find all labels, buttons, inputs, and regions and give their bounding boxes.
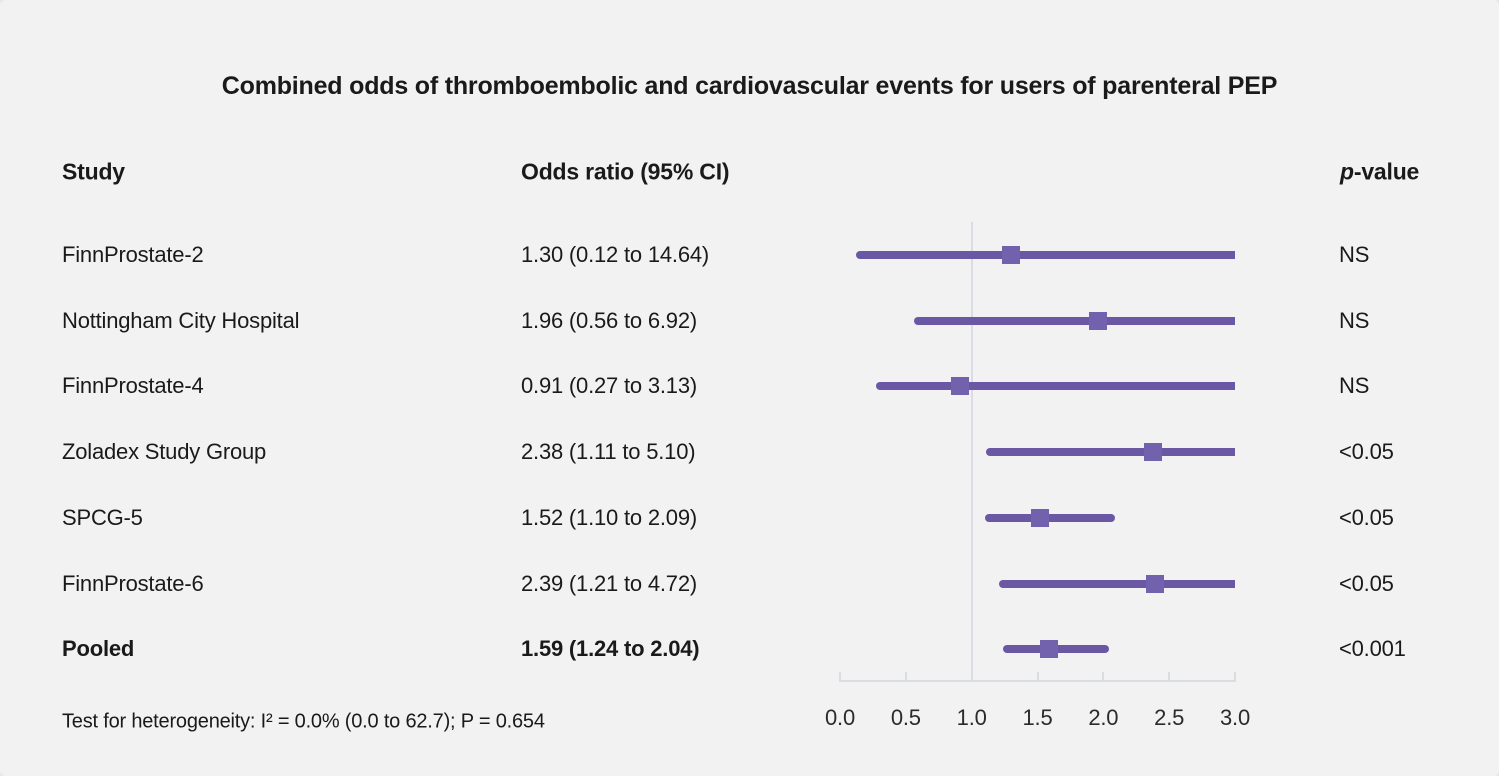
study-label: SPCG-5 bbox=[62, 504, 143, 530]
odds-ratio-label: 1.59 (1.24 to 2.04) bbox=[521, 636, 700, 662]
ci-line bbox=[986, 448, 1235, 457]
column-header-p-value: p-value bbox=[1340, 159, 1419, 186]
odds-ratio-label: 2.38 (1.11 to 5.10) bbox=[521, 439, 696, 465]
odds-ratio-label: 0.91 (0.27 to 3.13) bbox=[521, 373, 697, 399]
p-value-label: NS bbox=[1339, 307, 1370, 333]
reference-line bbox=[970, 222, 973, 680]
x-axis-tick-label: 1.0 bbox=[956, 705, 987, 730]
column-header-odds-ratio: Odds ratio (95% CI) bbox=[521, 158, 730, 185]
ci-line bbox=[855, 251, 1235, 259]
odds-ratio-label: 1.30 (0.12 to 14.64) bbox=[521, 242, 710, 267]
p-value-label: <0.05 bbox=[1339, 439, 1394, 465]
ci-line bbox=[875, 382, 1235, 391]
study-label: FinnProstate-2 bbox=[62, 242, 204, 267]
study-label: FinnProstate-4 bbox=[62, 373, 204, 399]
ci-line bbox=[999, 579, 1235, 588]
odds-ratio-label: 1.96 (0.56 to 6.92) bbox=[521, 307, 697, 333]
p-value-label: NS bbox=[1339, 242, 1370, 267]
p-value-label: <0.001 bbox=[1339, 636, 1406, 662]
ci-line bbox=[984, 513, 1116, 522]
point-estimate-marker bbox=[1002, 246, 1021, 264]
p-value-header-italic-p: p bbox=[1340, 158, 1354, 185]
x-axis-tick-label: 2.0 bbox=[1088, 705, 1119, 730]
point-estimate-marker bbox=[1145, 574, 1164, 593]
x-axis-tick bbox=[904, 672, 907, 680]
heterogeneity-note: Test for heterogeneity: I² = 0.0% (0.0 t… bbox=[62, 710, 545, 733]
study-label: Nottingham City Hospital bbox=[62, 307, 300, 333]
x-axis-tick bbox=[1036, 672, 1039, 680]
x-axis-tick-label: 1.5 bbox=[1022, 705, 1053, 730]
p-value-label: NS bbox=[1339, 373, 1370, 399]
x-axis-tick bbox=[970, 672, 973, 680]
odds-ratio-label: 2.39 (1.21 to 4.72) bbox=[521, 570, 697, 596]
ci-line bbox=[913, 316, 1235, 325]
point-estimate-marker bbox=[1040, 640, 1059, 659]
p-value-label: <0.05 bbox=[1339, 570, 1394, 596]
x-axis-tick bbox=[1102, 672, 1105, 680]
x-axis-tick-label: 0.0 bbox=[825, 705, 855, 730]
x-axis-tick bbox=[839, 672, 841, 680]
x-axis-tick-label: 2.5 bbox=[1154, 705, 1185, 730]
p-value-header-rest: -value bbox=[1353, 158, 1420, 185]
point-estimate-marker bbox=[1144, 443, 1163, 462]
x-axis-baseline bbox=[839, 680, 1236, 682]
odds-ratio-label: 1.52 (1.10 to 2.09) bbox=[521, 504, 697, 530]
chart-title: Combined odds of thromboembolic and card… bbox=[221, 72, 1278, 100]
study-label: Zoladex Study Group bbox=[62, 439, 267, 465]
x-axis-tick bbox=[1234, 672, 1236, 680]
point-estimate-marker bbox=[950, 377, 969, 396]
x-axis-tick-label: 3.0 bbox=[1220, 705, 1250, 730]
point-estimate-marker bbox=[1031, 508, 1050, 527]
study-label: FinnProstate-6 bbox=[62, 570, 204, 596]
study-label: Pooled bbox=[62, 636, 135, 662]
x-axis-tick bbox=[1168, 672, 1171, 680]
x-axis-tick-label: 0.5 bbox=[890, 705, 921, 730]
point-estimate-marker bbox=[1089, 311, 1108, 330]
p-value-label: <0.05 bbox=[1339, 504, 1394, 530]
column-header-study: Study bbox=[62, 158, 125, 185]
